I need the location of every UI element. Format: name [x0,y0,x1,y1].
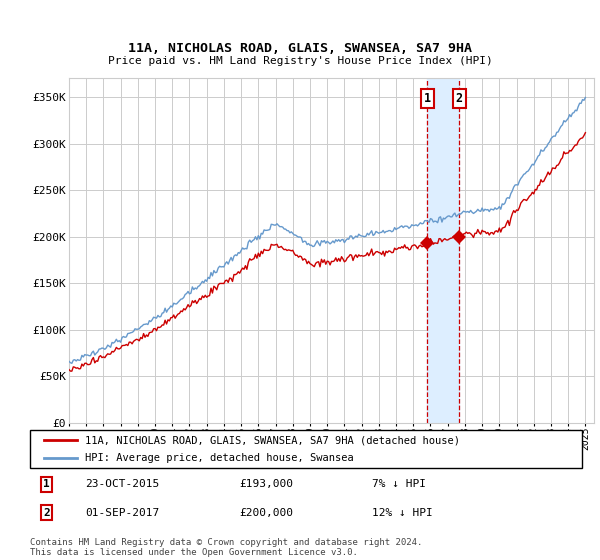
Text: Contains HM Land Registry data © Crown copyright and database right 2024.
This d: Contains HM Land Registry data © Crown c… [30,538,422,557]
Text: Price paid vs. HM Land Registry's House Price Index (HPI): Price paid vs. HM Land Registry's House … [107,56,493,66]
Text: 7% ↓ HPI: 7% ↓ HPI [372,479,426,489]
Text: 23-OCT-2015: 23-OCT-2015 [85,479,160,489]
Text: 11A, NICHOLAS ROAD, GLAIS, SWANSEA, SA7 9HA: 11A, NICHOLAS ROAD, GLAIS, SWANSEA, SA7 … [128,42,472,55]
FancyBboxPatch shape [30,430,582,468]
Text: £200,000: £200,000 [240,507,294,517]
Text: 12% ↓ HPI: 12% ↓ HPI [372,507,433,517]
Text: 01-SEP-2017: 01-SEP-2017 [85,507,160,517]
Text: 2: 2 [43,507,50,517]
Text: HPI: Average price, detached house, Swansea: HPI: Average price, detached house, Swan… [85,453,354,463]
Text: 2: 2 [455,92,463,105]
Text: 1: 1 [43,479,50,489]
Text: £193,000: £193,000 [240,479,294,489]
Bar [427,78,459,423]
Text: 1: 1 [424,92,431,105]
Text: 11A, NICHOLAS ROAD, GLAIS, SWANSEA, SA7 9HA (detached house): 11A, NICHOLAS ROAD, GLAIS, SWANSEA, SA7 … [85,435,460,445]
